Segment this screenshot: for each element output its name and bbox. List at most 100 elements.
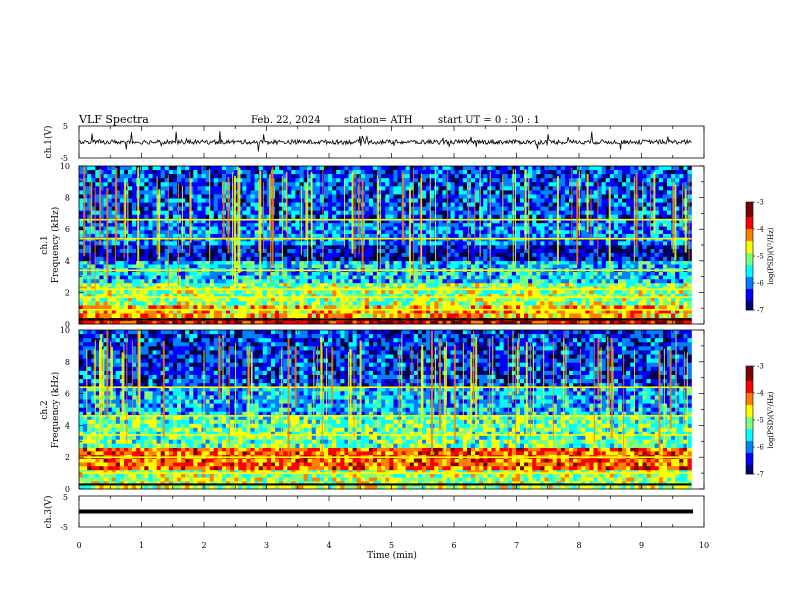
spectrogram-cell — [336, 297, 341, 302]
spectrogram-cell — [577, 293, 582, 298]
spectrogram-cell — [348, 178, 353, 183]
spectrogram-cell — [573, 313, 578, 318]
spectrogram-cell — [618, 230, 623, 235]
spectrogram-cell — [642, 245, 647, 250]
spectrogram-cell — [675, 166, 680, 171]
spectrogram-cell — [650, 279, 656, 284]
spectrogram-cell — [581, 260, 586, 265]
spectrogram-cell — [177, 252, 182, 258]
spectrogram-cell — [152, 279, 157, 284]
spectrogram-cell — [426, 222, 431, 227]
spectrogram-cell — [675, 282, 680, 287]
spectrogram-cell — [230, 290, 235, 295]
spectrogram-cell — [283, 256, 288, 262]
spectrogram-cell — [487, 170, 492, 175]
spectrogram-cell — [107, 230, 112, 235]
spectrogram-cell — [315, 256, 321, 262]
spectrogram-cell — [442, 182, 447, 187]
spectrogram-cell — [344, 178, 349, 183]
spectrogram-cell — [654, 271, 660, 276]
spectrogram-cell — [446, 271, 451, 276]
spectrogram-cell — [79, 256, 84, 262]
spectrogram-cell — [622, 233, 627, 238]
spectrogram-cell — [520, 186, 525, 191]
spectrogram-cell — [564, 222, 570, 227]
spectrogram-cell — [413, 301, 419, 306]
spectrogram-cell — [417, 174, 423, 179]
spectrogram-cell — [446, 186, 451, 191]
spectrogram-cell — [422, 260, 427, 265]
spectrogram-cell — [283, 241, 288, 246]
spectrogram-cell — [524, 256, 529, 262]
spectrogram-cell — [409, 260, 415, 265]
spectrogram-cell — [426, 178, 431, 183]
spectrogram-cell — [262, 256, 268, 262]
spectrogram-cell — [642, 320, 647, 325]
spectrogram-cell — [393, 252, 398, 258]
spectrogram-cell — [397, 170, 402, 175]
spectrogram-cell — [83, 290, 88, 295]
spectrogram-cell — [679, 233, 684, 238]
spectrogram-cell — [585, 256, 590, 262]
spectrogram-cell — [119, 166, 125, 171]
spectrogram-cell — [552, 248, 558, 254]
spectrogram-cell — [295, 260, 300, 265]
spectrogram-cell — [123, 237, 129, 242]
spectrogram-cell — [630, 320, 635, 325]
spectrogram-cell — [181, 233, 186, 238]
spectrogram-cell — [564, 170, 570, 175]
spectrogram-cell — [319, 313, 325, 318]
spectrogram-cell — [132, 301, 137, 306]
spectrogram-cell — [491, 241, 496, 246]
spectrogram-cell — [434, 293, 439, 298]
spectrogram-cell — [552, 174, 558, 179]
spectrogram-cell — [336, 174, 341, 179]
spectrogram-cell — [569, 241, 574, 246]
spectrogram-cell — [295, 241, 300, 246]
spectrogram-cell — [144, 182, 149, 187]
spectrogram-cell — [156, 275, 161, 280]
spectrogram-cell — [270, 305, 276, 310]
spectrogram-cell — [364, 252, 370, 258]
spectrogram-cell — [234, 275, 239, 280]
spectrogram-cell — [79, 245, 84, 250]
spectrogram-cell — [515, 293, 521, 298]
spectrogram-cell — [164, 252, 170, 258]
spectrogram-cell — [540, 186, 545, 191]
spectrogram-cell — [185, 271, 190, 276]
spectrogram-cell — [528, 182, 533, 187]
spectrogram-cell — [91, 186, 96, 191]
spectrogram-cell — [181, 282, 186, 287]
spectrogram-cell — [324, 293, 329, 298]
spectrogram-cell — [422, 222, 427, 227]
spectrogram-cell — [238, 182, 243, 187]
spectrogram-cell — [79, 320, 84, 325]
spectrogram-cell — [115, 245, 121, 250]
spectrogram-cell — [217, 222, 223, 227]
spectrogram-cell — [573, 222, 578, 227]
spectrogram-cell — [172, 248, 178, 254]
spectrogram-cell — [177, 271, 182, 276]
spectrogram-cell — [532, 275, 537, 280]
spectrogram-cell — [356, 271, 362, 276]
spectrogram-cell — [638, 245, 643, 250]
spectrogram-cell — [197, 186, 202, 191]
spectrogram-cell — [430, 226, 435, 231]
spectrogram-cell — [585, 241, 590, 246]
spectrogram-cell — [287, 297, 292, 302]
spectrogram-cell — [140, 293, 145, 298]
spectrogram-cell — [654, 252, 660, 258]
spectrogram-cell — [405, 256, 411, 262]
spectrogram-cell — [303, 301, 308, 306]
spectrogram-cell — [536, 170, 541, 175]
spectrogram-cell — [495, 245, 500, 250]
spectrogram-cell — [205, 174, 210, 179]
spectrogram-cell — [597, 252, 602, 258]
spectrogram-cell — [226, 275, 231, 280]
spectrogram-cell — [540, 248, 545, 254]
spectrogram-cell — [634, 245, 639, 250]
spectrogram-cell — [548, 252, 553, 258]
spectrogram-cell — [434, 226, 439, 231]
spectrogram-cell — [156, 186, 161, 191]
spectrogram-cell — [458, 320, 464, 325]
